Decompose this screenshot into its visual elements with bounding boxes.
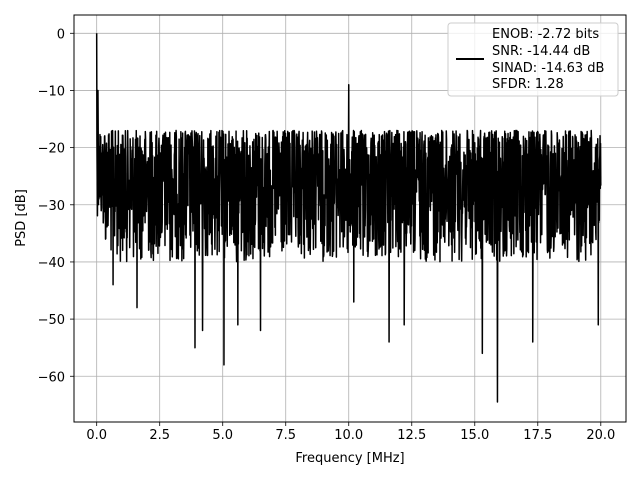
x-tick-label: 2.5 xyxy=(149,428,170,443)
legend-line-sfdr: SFDR: 1.28 xyxy=(492,77,564,92)
y-tick-label: −10 xyxy=(38,84,65,99)
y-tick-label: −20 xyxy=(38,142,65,157)
legend: ENOB: -2.72 bits SNR: -14.44 dB SINAD: -… xyxy=(447,22,619,97)
series-layer xyxy=(95,33,602,403)
y-axis-ticks: 0 −10 −20 −30 −40 −50 −60 xyxy=(38,27,74,385)
y-axis-label: PSD [dB] xyxy=(14,189,29,247)
legend-box xyxy=(447,22,619,97)
y-tick-label: 0 xyxy=(57,27,65,42)
x-tick-label: 17.5 xyxy=(523,428,552,443)
x-tick-label: 10.0 xyxy=(334,428,363,443)
x-axis-ticks: 0.0 2.5 5.0 7.5 10.0 12.5 15.0 17.5 20.0 xyxy=(86,422,615,443)
plot-frame xyxy=(73,14,627,423)
psd-series-line xyxy=(95,33,602,403)
legend-line-sinad: SINAD: -14.63 dB xyxy=(492,61,604,76)
x-tick-label: 5.0 xyxy=(212,428,233,443)
x-tick-label: 0.0 xyxy=(86,428,107,443)
legend-line-enob: ENOB: -2.72 bits xyxy=(492,27,599,42)
x-tick-label: 12.5 xyxy=(397,428,426,443)
x-axis-label: Frequency [MHz] xyxy=(295,451,404,466)
y-tick-label: −60 xyxy=(38,370,65,385)
x-tick-label: 7.5 xyxy=(275,428,296,443)
y-tick-label: −30 xyxy=(38,199,65,214)
y-tick-label: −50 xyxy=(38,313,65,328)
y-tick-label: −40 xyxy=(38,256,65,271)
x-tick-label: 15.0 xyxy=(460,428,489,443)
x-tick-label: 20.0 xyxy=(586,428,615,443)
legend-line-snr: SNR: -14.44 dB xyxy=(492,44,590,59)
